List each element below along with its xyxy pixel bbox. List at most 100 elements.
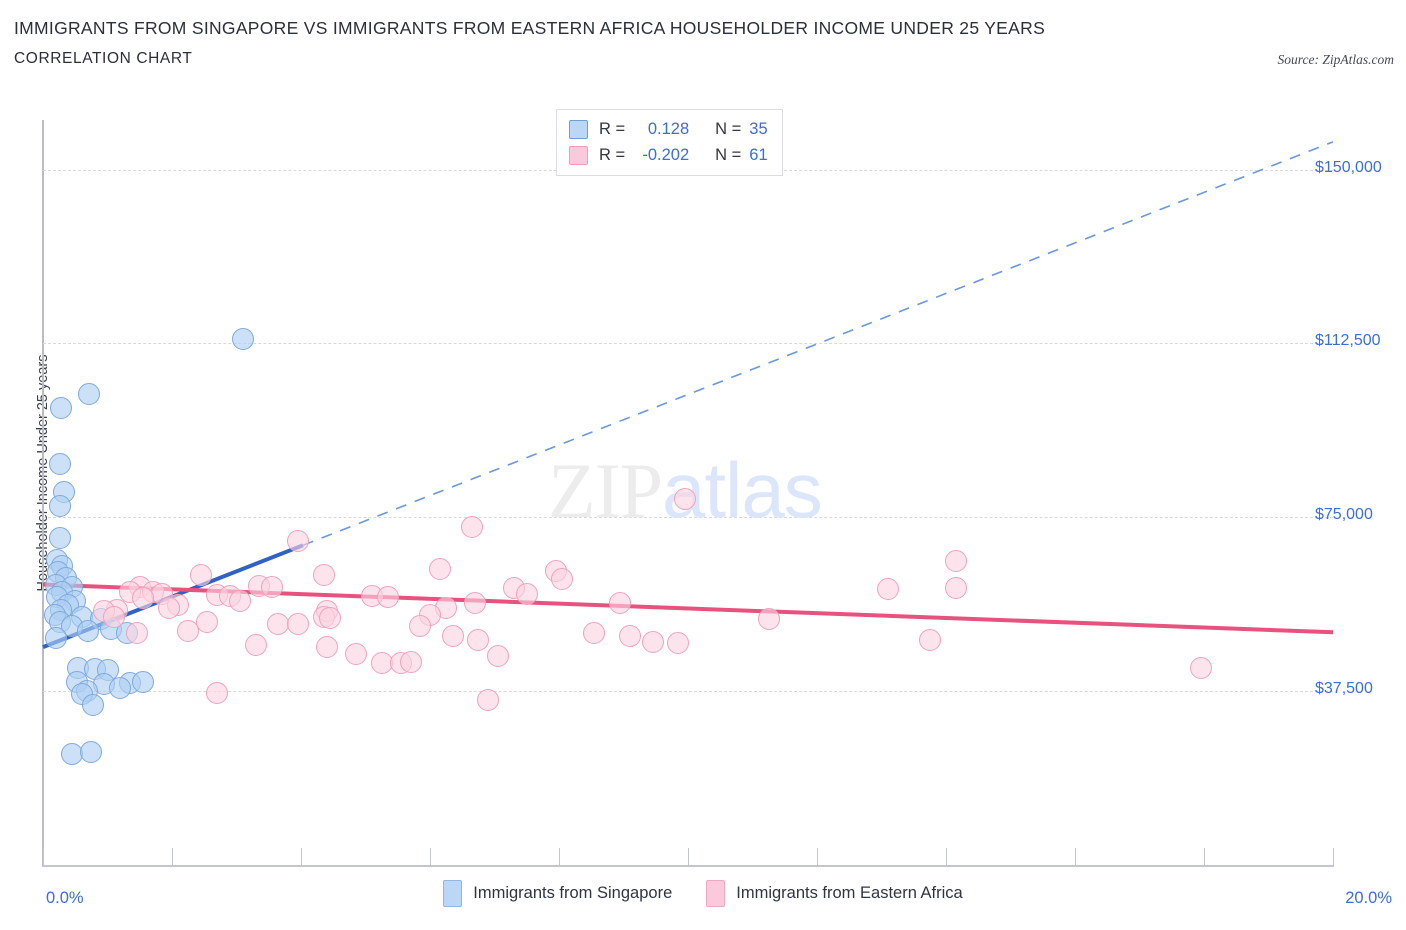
- data-point: [609, 592, 632, 615]
- data-point: [399, 650, 422, 673]
- data-point: [286, 612, 309, 635]
- plot-area: Householder Income Under 25 years ZIPatl…: [35, 109, 1382, 867]
- legend-item[interactable]: Immigrants from Singapore: [443, 880, 672, 907]
- n-value: 35: [749, 119, 768, 138]
- x-axis-min-label: 0.0%: [46, 889, 84, 907]
- data-point: [477, 689, 500, 712]
- data-point: [49, 453, 72, 476]
- x-axis-tick: [1204, 848, 1206, 865]
- y-axis-tick-label: $37,500: [1315, 680, 1373, 698]
- data-point: [131, 670, 154, 693]
- series-legend: Immigrants from Singapore Immigrants from…: [0, 880, 1406, 907]
- data-point: [102, 605, 125, 628]
- data-point: [315, 636, 338, 659]
- r-label: R =: [599, 145, 626, 164]
- data-point: [667, 632, 690, 655]
- data-point: [312, 564, 335, 587]
- legend-label: Immigrants from Eastern Africa: [736, 884, 963, 902]
- gridline: [43, 517, 1333, 519]
- x-axis-max-label: 20.0%: [1345, 889, 1392, 907]
- r-value: -0.202: [642, 145, 690, 164]
- data-point: [228, 589, 251, 612]
- n-label: N =: [715, 145, 742, 164]
- data-point: [231, 327, 254, 350]
- x-axis-tick: [301, 848, 303, 865]
- data-point: [467, 629, 490, 652]
- data-point: [77, 619, 100, 642]
- legend-label: Immigrants from Singapore: [473, 884, 673, 902]
- gridline: [43, 343, 1333, 345]
- data-point: [409, 615, 432, 638]
- data-point: [131, 587, 154, 610]
- gridline: [43, 691, 1333, 693]
- data-point: [583, 622, 606, 645]
- data-point: [486, 645, 509, 668]
- data-point: [286, 529, 309, 552]
- data-point: [673, 487, 696, 510]
- page-title: IMMIGRANTS FROM SINGAPORE VS IMMIGRANTS …: [14, 18, 1046, 38]
- data-point: [44, 626, 67, 649]
- series-color-swatch: [569, 145, 588, 165]
- data-point: [319, 607, 342, 630]
- chart-subtitle: CORRELATION CHART: [14, 50, 193, 67]
- series-color-swatch: [569, 119, 588, 139]
- data-point: [157, 596, 180, 619]
- data-point: [918, 629, 941, 652]
- title-block: IMMIGRANTS FROM SINGAPORE VS IMMIGRANTS …: [14, 18, 1394, 67]
- data-point: [641, 631, 664, 654]
- x-axis-tick: [43, 848, 45, 865]
- source-label: Source: ZipAtlas.com: [1277, 52, 1394, 67]
- data-point: [551, 567, 574, 590]
- x-axis-tick: [1333, 848, 1335, 865]
- data-point: [464, 592, 487, 615]
- y-axis-line: [42, 120, 44, 865]
- data-point: [460, 515, 483, 538]
- y-axis-tick-label: $112,500: [1315, 332, 1381, 350]
- legend-color-swatch: [706, 880, 726, 907]
- y-axis-tick-label: $75,000: [1315, 506, 1373, 524]
- data-point: [78, 383, 101, 406]
- data-point: [190, 564, 213, 587]
- r-label: R =: [599, 119, 626, 138]
- x-axis-tick: [172, 848, 174, 865]
- data-point: [757, 608, 780, 631]
- data-point: [876, 578, 899, 601]
- x-axis-tick: [430, 848, 432, 865]
- data-point: [515, 582, 538, 605]
- data-point: [441, 624, 464, 647]
- data-point: [344, 643, 367, 666]
- data-point: [1189, 656, 1212, 679]
- data-point: [206, 682, 229, 705]
- legend-color-swatch: [443, 880, 463, 907]
- x-axis-tick: [817, 848, 819, 865]
- data-point: [125, 622, 148, 645]
- data-point: [80, 741, 103, 764]
- data-point: [196, 610, 219, 633]
- x-axis-line: [42, 865, 1334, 867]
- data-point: [49, 494, 72, 517]
- data-point: [177, 619, 200, 642]
- x-axis-tick: [946, 848, 948, 865]
- x-axis-tick: [559, 848, 561, 865]
- x-axis-tick: [1075, 848, 1077, 865]
- data-point: [944, 576, 967, 599]
- data-point: [82, 694, 105, 717]
- x-axis-tick: [688, 848, 690, 865]
- data-point: [377, 586, 400, 609]
- data-point: [428, 558, 451, 581]
- r-value: 0.128: [647, 119, 690, 138]
- data-point: [944, 550, 967, 573]
- data-point: [260, 575, 283, 598]
- n-value: 61: [749, 145, 768, 164]
- statistics-row: R = 0.128 N = 35: [569, 116, 768, 142]
- data-point: [48, 527, 71, 550]
- data-point: [50, 397, 73, 420]
- statistics-legend: R = 0.128 N = 35 R = -0.202 N = 61: [556, 109, 783, 176]
- n-label: N =: [715, 119, 742, 138]
- y-axis-tick-label: $150,000: [1315, 158, 1382, 176]
- legend-item[interactable]: Immigrants from Eastern Africa: [706, 880, 963, 907]
- trend-line-dashed: [302, 141, 1334, 547]
- data-point: [244, 633, 267, 656]
- statistics-row: R = -0.202 N = 61: [569, 142, 768, 168]
- data-point: [618, 624, 641, 647]
